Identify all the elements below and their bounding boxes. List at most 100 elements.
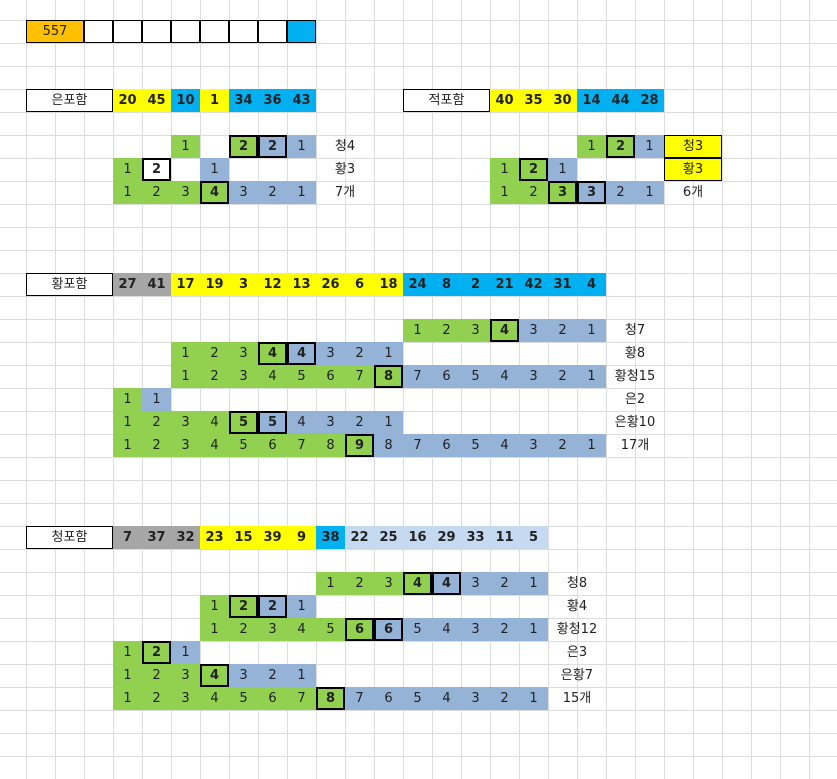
data-cell[interactable]: 3 (316, 411, 345, 434)
row-summary-label[interactable]: 7개 (334, 185, 356, 200)
data-cell[interactable]: 1 (113, 158, 142, 181)
data-cell[interactable]: 5 (258, 411, 287, 434)
row-summary-label[interactable]: 황3 (664, 158, 722, 181)
data-cell[interactable]: 6 (374, 618, 403, 641)
header-number-cell[interactable]: 6 (345, 273, 374, 296)
data-cell[interactable]: 1 (519, 618, 548, 641)
header-number-cell[interactable]: 17 (171, 273, 200, 296)
header-number-cell[interactable]: 38 (316, 526, 345, 549)
data-cell[interactable]: 7 (287, 434, 316, 457)
row-summary-label[interactable]: 황3 (334, 162, 356, 177)
row-summary-label[interactable]: 은황10 (614, 415, 656, 430)
data-cell[interactable]: 5 (461, 434, 490, 457)
row-summary-label[interactable]: 6개 (682, 185, 704, 200)
data-cell[interactable]: 5 (316, 618, 345, 641)
data-cell[interactable]: 7 (403, 434, 432, 457)
data-cell[interactable]: 1 (374, 411, 403, 434)
header-number-cell[interactable]: 1 (200, 89, 229, 112)
data-cell[interactable]: 6 (258, 434, 287, 457)
data-cell[interactable]: 4 (287, 618, 316, 641)
data-cell[interactable]: 3 (258, 618, 287, 641)
data-cell[interactable]: 2 (345, 572, 374, 595)
data-cell[interactable]: 3 (461, 618, 490, 641)
section-title-hwang[interactable]: 황포함 (26, 273, 113, 296)
row-summary-label[interactable]: 은황7 (560, 668, 594, 683)
data-cell[interactable]: 2 (548, 434, 577, 457)
data-cell[interactable]: 5 (229, 434, 258, 457)
data-cell[interactable]: 4 (258, 342, 287, 365)
data-cell[interactable]: 1 (635, 135, 664, 158)
header-number-cell[interactable]: 24 (403, 273, 432, 296)
header-number-cell[interactable]: 30 (548, 89, 577, 112)
data-cell[interactable]: 3 (229, 342, 258, 365)
data-cell[interactable]: 6 (345, 618, 374, 641)
data-cell[interactable]: 4 (490, 319, 519, 342)
header-number-cell[interactable]: 39 (258, 526, 287, 549)
row-summary-label[interactable]: 황청12 (556, 622, 598, 637)
header-number-cell[interactable]: 43 (287, 89, 316, 112)
data-cell[interactable]: 2 (490, 687, 519, 710)
data-cell[interactable]: 1 (142, 388, 171, 411)
data-cell[interactable]: 4 (432, 572, 461, 595)
header-number-cell[interactable]: 45 (142, 89, 171, 112)
data-cell[interactable]: 1 (113, 687, 142, 710)
data-cell[interactable]: 2 (548, 319, 577, 342)
data-cell[interactable]: 5 (229, 687, 258, 710)
data-cell[interactable]: 2 (345, 411, 374, 434)
data-cell[interactable]: 1 (403, 319, 432, 342)
header-number-cell[interactable]: 32 (171, 526, 200, 549)
data-cell[interactable]: 2 (490, 618, 519, 641)
header-number-cell[interactable]: 4 (577, 273, 606, 296)
header-number-cell[interactable]: 7 (113, 526, 142, 549)
data-cell[interactable]: 2 (229, 618, 258, 641)
top-empty-cell[interactable] (84, 20, 113, 43)
header-number-cell[interactable]: 10 (171, 89, 200, 112)
data-cell[interactable]: 8 (374, 365, 403, 388)
data-cell[interactable]: 1 (287, 181, 316, 204)
data-cell[interactable]: 7 (345, 365, 374, 388)
data-cell[interactable]: 1 (171, 135, 200, 158)
data-cell[interactable]: 4 (432, 687, 461, 710)
header-number-cell[interactable]: 11 (490, 526, 519, 549)
data-cell[interactable]: 6 (374, 687, 403, 710)
data-cell[interactable]: 1 (316, 572, 345, 595)
header-number-cell[interactable]: 9 (287, 526, 316, 549)
data-cell[interactable]: 2 (142, 434, 171, 457)
data-cell[interactable]: 8 (316, 434, 345, 457)
header-number-cell[interactable]: 20 (113, 89, 142, 112)
data-cell[interactable]: 3 (171, 434, 200, 457)
top-empty-cell[interactable] (171, 20, 200, 43)
header-number-cell[interactable]: 14 (577, 89, 606, 112)
data-cell[interactable]: 2 (490, 572, 519, 595)
data-cell[interactable]: 2 (200, 365, 229, 388)
top-empty-cell[interactable] (113, 20, 142, 43)
data-cell[interactable]: 4 (200, 664, 229, 687)
data-cell[interactable]: 1 (519, 687, 548, 710)
data-cell[interactable]: 3 (171, 181, 200, 204)
data-cell[interactable]: 2 (142, 181, 171, 204)
data-cell[interactable]: 1 (200, 158, 229, 181)
data-cell[interactable]: 3 (171, 664, 200, 687)
data-cell[interactable]: 3 (374, 572, 403, 595)
data-cell[interactable]: 2 (519, 181, 548, 204)
data-cell[interactable]: 3 (171, 687, 200, 710)
data-cell[interactable]: 4 (200, 411, 229, 434)
data-cell[interactable]: 1 (113, 641, 142, 664)
data-cell[interactable]: 2 (606, 181, 635, 204)
data-cell[interactable]: 4 (287, 342, 316, 365)
data-cell[interactable]: 2 (606, 135, 635, 158)
data-cell[interactable]: 1 (113, 388, 142, 411)
row-summary-label[interactable]: 청7 (624, 323, 646, 338)
data-cell[interactable]: 6 (258, 687, 287, 710)
data-cell[interactable]: 7 (287, 687, 316, 710)
data-cell[interactable]: 5 (403, 687, 432, 710)
data-cell[interactable]: 8 (374, 434, 403, 457)
data-cell[interactable]: 8 (316, 687, 345, 710)
row-summary-label[interactable]: 은3 (566, 645, 588, 660)
data-cell[interactable]: 2 (258, 664, 287, 687)
row-summary-label[interactable]: 청8 (566, 576, 588, 591)
header-number-cell[interactable]: 15 (229, 526, 258, 549)
data-cell[interactable]: 3 (461, 687, 490, 710)
data-cell[interactable]: 3 (461, 572, 490, 595)
header-number-cell[interactable]: 23 (200, 526, 229, 549)
